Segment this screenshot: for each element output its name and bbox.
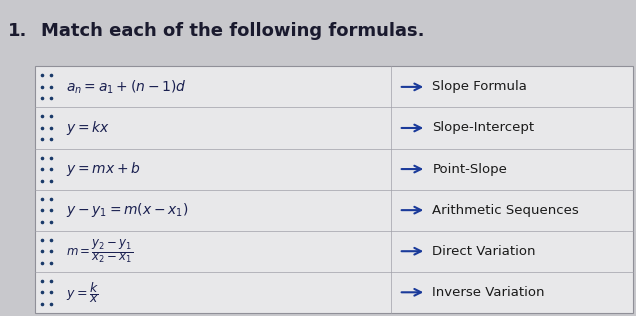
Text: $a_n = a_1 + (n-1)d$: $a_n = a_1 + (n-1)d$	[66, 78, 186, 96]
Text: Arithmetic Sequences: Arithmetic Sequences	[432, 204, 579, 217]
Text: $m = \dfrac{y_2-y_1}{x_2-x_1}$: $m = \dfrac{y_2-y_1}{x_2-x_1}$	[66, 238, 133, 264]
Text: $y = \dfrac{k}{x}$: $y = \dfrac{k}{x}$	[66, 280, 98, 305]
Text: Slope-Intercept: Slope-Intercept	[432, 121, 535, 135]
Text: $y = kx$: $y = kx$	[66, 119, 109, 137]
Text: Match each of the following formulas.: Match each of the following formulas.	[41, 22, 425, 40]
Text: $y - y_1 = m(x - x_1)$: $y - y_1 = m(x - x_1)$	[66, 201, 188, 219]
Text: Slope Formula: Slope Formula	[432, 80, 527, 94]
Text: Direct Variation: Direct Variation	[432, 245, 536, 258]
Text: Inverse Variation: Inverse Variation	[432, 286, 545, 299]
Text: Point-Slope: Point-Slope	[432, 162, 508, 176]
Text: $y = mx + b$: $y = mx + b$	[66, 160, 140, 178]
Text: 1.: 1.	[8, 22, 27, 40]
Bar	[35, 66, 633, 313]
